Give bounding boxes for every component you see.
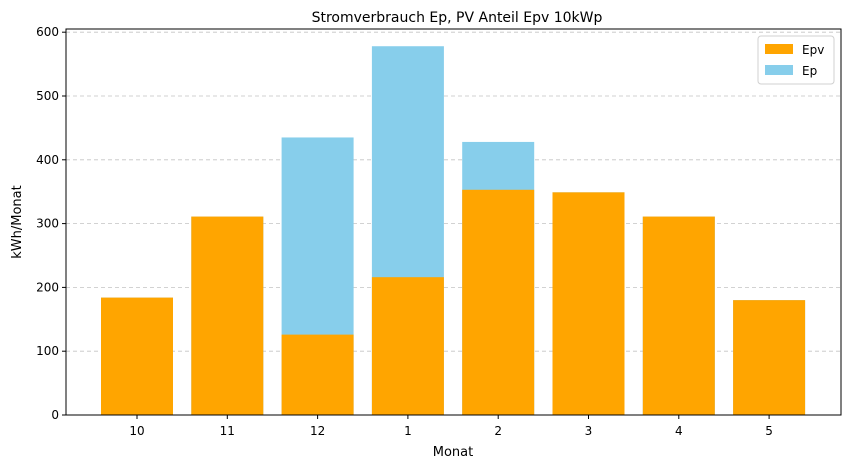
x-tick-label: 2 <box>494 424 502 438</box>
x-tick-label: 11 <box>220 424 235 438</box>
legend-label-epv: Epv <box>802 43 824 57</box>
x-axis: 10 11 12 1 2 3 4 5 <box>129 415 773 438</box>
x-tick-label: 1 <box>404 424 412 438</box>
x-tick-label: 3 <box>585 424 593 438</box>
legend-swatch-epv <box>765 44 793 54</box>
x-tick-label: 5 <box>765 424 773 438</box>
grid-lines <box>66 31 841 416</box>
y-tick-label: 200 <box>36 280 59 294</box>
y-tick-label: 500 <box>36 89 59 103</box>
x-tick-label: 10 <box>129 424 144 438</box>
x-tick-label: 4 <box>675 424 683 438</box>
legend-swatch-ep <box>765 65 793 75</box>
x-tick-label: 12 <box>310 424 325 438</box>
x-axis-label: Monat <box>433 445 473 460</box>
legend-label-ep: Ep <box>802 64 817 78</box>
y-tick-label: 600 <box>36 25 59 39</box>
y-axis: 0 100 200 300 400 500 600 <box>36 25 66 422</box>
bars <box>101 46 806 416</box>
bar-epv <box>371 277 444 415</box>
plot-frame <box>65 28 842 416</box>
y-tick-label: 400 <box>36 153 59 167</box>
chart-title: Stromverbrauch Ep, PV Anteil Epv 10kWp <box>312 10 603 26</box>
bar-epv <box>733 300 806 415</box>
y-tick-label: 100 <box>36 344 59 358</box>
legend: Epv Ep <box>757 35 835 85</box>
y-tick-label: 300 <box>36 217 59 231</box>
y-axis-label: kWh/Monat <box>10 185 25 258</box>
bar-epv <box>462 189 535 415</box>
bar-epv <box>642 216 715 415</box>
y-tick-label: 0 <box>51 408 59 422</box>
bar-epv <box>281 334 354 415</box>
bar-epv <box>552 192 625 415</box>
bar-epv <box>191 216 264 415</box>
bar-epv <box>101 297 173 415</box>
